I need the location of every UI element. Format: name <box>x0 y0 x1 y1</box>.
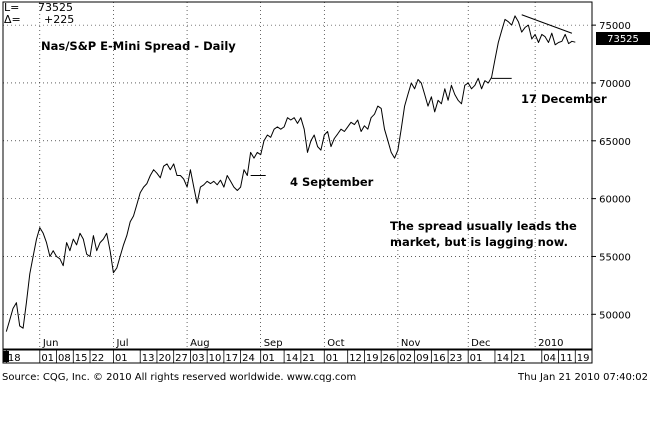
x-tick-label: 15 <box>75 353 88 364</box>
y-tick-label: 50000 <box>599 310 631 321</box>
month-label: Dec <box>471 338 490 349</box>
x-tick-label: 17 <box>225 353 238 364</box>
x-tick-label: 14 <box>496 353 509 364</box>
x-tick-label: 19 <box>577 353 590 364</box>
x-tick-label: 02 <box>399 353 412 364</box>
plot-border <box>2 1 593 350</box>
y-tick-label: 60000 <box>599 195 631 206</box>
y-tick-label: 65000 <box>599 137 631 148</box>
x-tick-label: 01 <box>41 353 54 364</box>
x-tick-label: 21 <box>302 353 315 364</box>
month-label: Oct <box>327 338 344 349</box>
y-tick-label: 55000 <box>599 252 631 263</box>
x-axis: 18 01 08 15 22 01 13 20 27 03 10 17 24 01 14 21 01 12 19 26… <box>2 338 593 364</box>
x-tick-label: 18 <box>8 353 21 364</box>
x-tick-label: 01 <box>115 353 128 364</box>
plot-frame <box>2 1 593 350</box>
x-tick-label: 13 <box>142 353 155 364</box>
x-tick-label: 23 <box>450 353 463 364</box>
month-label: Jul <box>115 338 128 349</box>
y-tick-label: 75000 <box>599 21 631 32</box>
month-label: Sep <box>264 338 283 349</box>
x-tick-label: 04 <box>543 353 556 364</box>
x-tick-label: 03 <box>192 353 205 364</box>
x-tick-label: 14 <box>286 353 299 364</box>
sep-annotation-label: 4 September <box>290 175 374 189</box>
x-tick-label: 01 <box>262 353 275 364</box>
delta-value: +225 <box>44 13 74 26</box>
x-tick-label: 01 <box>326 353 339 364</box>
x-tick-label: 24 <box>242 353 255 364</box>
footer-timestamp: Thu Jan 21 2010 07:40:02 <box>517 372 648 383</box>
x-tick-label: 21 <box>513 353 526 364</box>
x-tick-label: 11 <box>560 353 573 364</box>
x-tick-label: 16 <box>433 353 446 364</box>
annotations <box>250 14 573 176</box>
month-label: 2010 <box>538 338 563 349</box>
x-tick-label: 10 <box>209 353 222 364</box>
month-label: Aug <box>190 338 210 349</box>
last-label: L= <box>4 1 19 14</box>
y-tick-label: 70000 <box>599 79 631 90</box>
x-tick-label: 08 <box>58 353 71 364</box>
x-tick-label: 26 <box>383 353 396 364</box>
x-tick-label: 12 <box>349 353 362 364</box>
dec-annotation-label: 17 December <box>521 92 607 106</box>
delta-label: Δ= <box>4 13 21 26</box>
x-tick-label: 01 <box>470 353 483 364</box>
chart-title: Nas/S&P E-Mini Spread - Daily <box>41 39 236 53</box>
series-group <box>5 15 576 332</box>
last-price-box <box>596 32 650 45</box>
note-line-1: The spread usually leads the <box>390 219 577 233</box>
month-label: Nov <box>401 338 421 349</box>
footer-source: Source: CQG, Inc. © 2010 All rights rese… <box>2 372 356 383</box>
x-tick-label: 20 <box>158 353 171 364</box>
x-tick-label: 22 <box>92 353 105 364</box>
last-price-label: 73525 <box>607 34 639 45</box>
x-tick-label: 09 <box>416 353 429 364</box>
y-axis: 50000 55000 60000 65000 70000 75000 <box>592 21 631 321</box>
spread-series-line <box>5 15 576 332</box>
month-label: Jun <box>42 338 59 349</box>
last-value: 73525 <box>38 1 73 14</box>
x-tick-label: 27 <box>175 353 188 364</box>
x-tick-label: 19 <box>366 353 379 364</box>
x-axis-start-marker <box>3 351 9 362</box>
trend-line <box>521 14 573 34</box>
note-line-2: market, but is lagging now. <box>390 235 568 249</box>
